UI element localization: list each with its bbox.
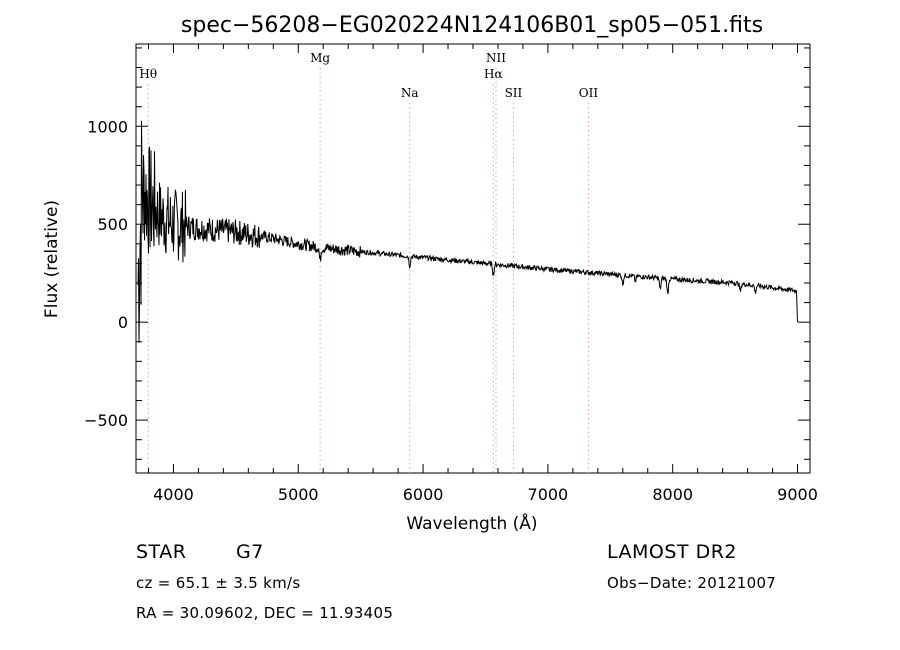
observation-date: Obs−Date: 20121007 [607,574,777,592]
plot-frame [135,43,811,474]
spectral-line-label: Na [401,86,419,100]
y-tick-label: 1000 [87,117,128,136]
redshift-cz: cz = 65.1 ± 3.5 km/s [136,574,301,592]
x-tick-label: 4000 [153,485,194,504]
y-tick-label: 0 [118,313,128,332]
x-tick-label: 8000 [652,485,693,504]
axis-ticks: 4000 5000 6000 7000 8000 9000 −500 0 500 1000 [84,44,818,504]
y-axis-label: Flux (relative) [42,200,62,318]
survey-name: LAMOST DR2 [607,541,737,563]
x-axis-label: Wavelength (Å) [406,512,537,534]
y-tick-label: −500 [84,411,128,430]
flux-series [137,120,798,343]
spectral-line-label: OII [579,86,599,100]
spectral-line-label: Mg [310,51,330,65]
spectral-line-label: SII [505,86,523,100]
spectral-line-label: Hθ [139,67,157,81]
x-tick-label: 6000 [403,485,444,504]
chart-title: spec−56208−EG020224N124106B01_sp05−051.f… [181,13,763,38]
x-tick-label: 5000 [278,485,319,504]
object-subclass: G7 [236,541,264,563]
y-tick-label: 500 [97,215,128,234]
coordinates: RA = 30.09602, DEC = 11.93405 [136,604,394,622]
x-tick-label: 9000 [777,485,818,504]
spectral-line-label: Hα [484,67,503,81]
object-class: STAR [136,541,187,563]
x-tick-label: 7000 [528,485,569,504]
flux-line [137,120,798,343]
spectral-line-label: NII [486,51,506,65]
